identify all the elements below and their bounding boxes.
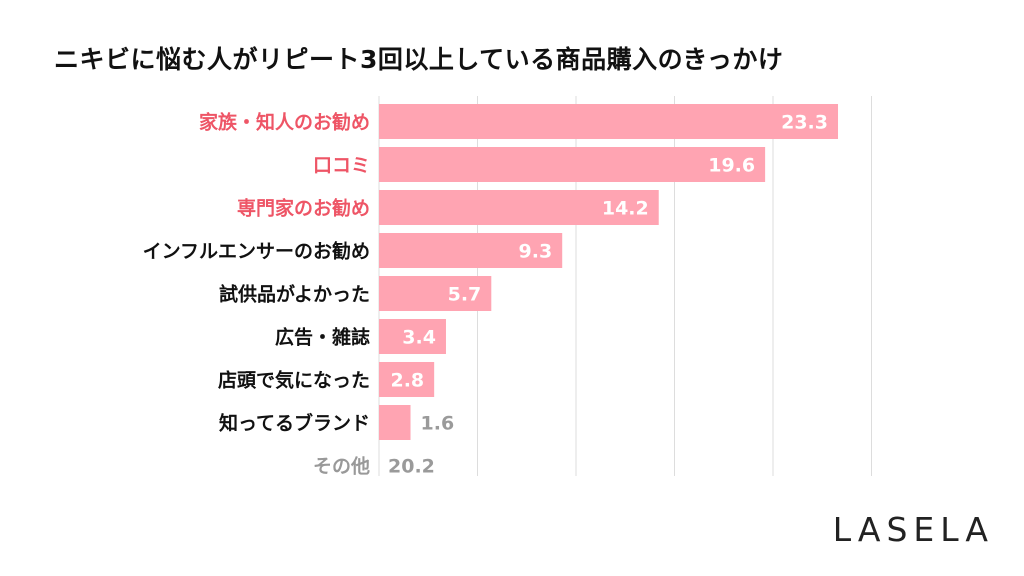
category-label: 口コミ <box>313 155 370 177</box>
value-label: 14.2 <box>602 198 649 220</box>
value-label: 1.6 <box>421 413 455 435</box>
value-label: 23.3 <box>781 112 828 134</box>
bar <box>379 233 563 268</box>
value-label: 19.6 <box>708 155 755 177</box>
value-label: 3.4 <box>402 327 436 349</box>
category-label: 広告・雑誌 <box>275 326 370 349</box>
category-label: 知ってるブランド <box>219 412 370 435</box>
value-label: 2.8 <box>390 370 424 392</box>
category-label: その他 <box>313 455 370 478</box>
bar <box>379 276 492 311</box>
category-label: 家族・知人のお勧め <box>199 111 370 134</box>
chart-title: ニキビに悩む人がリピート3回以上している商品購入のきっかけ <box>54 45 784 74</box>
bar <box>379 104 839 139</box>
category-label: インフルエンサーのお勧め <box>143 240 370 263</box>
category-label: 専門家のお勧め <box>237 197 370 220</box>
bar <box>379 319 446 354</box>
value-label: 20.2 <box>388 456 435 478</box>
brand-logo: LASELA <box>832 510 994 549</box>
category-label: 試供品がよかった <box>219 283 370 306</box>
bar <box>379 405 411 440</box>
bar <box>379 190 659 225</box>
value-label: 5.7 <box>448 284 482 306</box>
category-label: 店頭で気になった <box>218 369 370 392</box>
bar <box>379 362 435 397</box>
bar <box>379 147 766 182</box>
value-label: 9.3 <box>519 241 553 263</box>
